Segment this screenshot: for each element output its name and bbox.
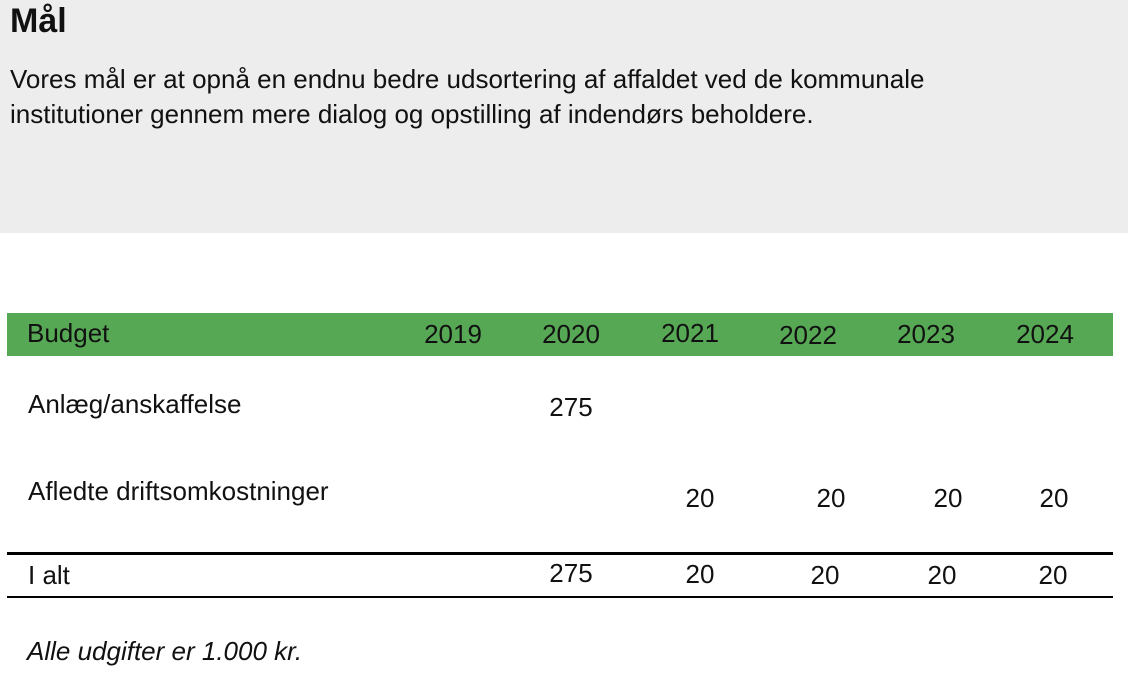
header-year: 2019 [424, 319, 482, 349]
total-label: I alt [28, 560, 70, 590]
total-value: 20 [685, 559, 715, 589]
row-label: Afledte driftsomkostninger [28, 476, 329, 506]
total-top-border [7, 552, 1113, 555]
header-budget: Budget [27, 318, 110, 348]
goal-text: Vores mål er at opnå en endnu bedre udso… [10, 64, 925, 129]
total-value: 20 [1038, 560, 1068, 590]
budget-note: Alle udgifter er 1.000 kr. [27, 636, 303, 666]
goal-section: Mål Vores mål er at opnå en endnu bedre … [0, 0, 1128, 233]
total-value: 20 [927, 560, 957, 590]
row-value: 20 [1039, 483, 1069, 513]
total-value: 275 [549, 558, 593, 588]
budget-header-row [7, 313, 1113, 356]
goal-title: Mål [10, 2, 67, 40]
header-year: 2023 [897, 319, 955, 349]
row-value: 20 [933, 483, 963, 513]
header-year: 2024 [1016, 319, 1074, 349]
header-year: 2022 [779, 320, 837, 350]
row-value: 20 [816, 483, 846, 513]
total-bottom-border [7, 596, 1113, 598]
row-value: 20 [685, 483, 715, 513]
row-value: 275 [549, 392, 593, 422]
header-year: 2020 [542, 319, 600, 349]
row-label: Anlæg/anskaffelse [28, 389, 242, 419]
total-value: 20 [810, 560, 840, 590]
header-year: 2021 [661, 318, 719, 348]
